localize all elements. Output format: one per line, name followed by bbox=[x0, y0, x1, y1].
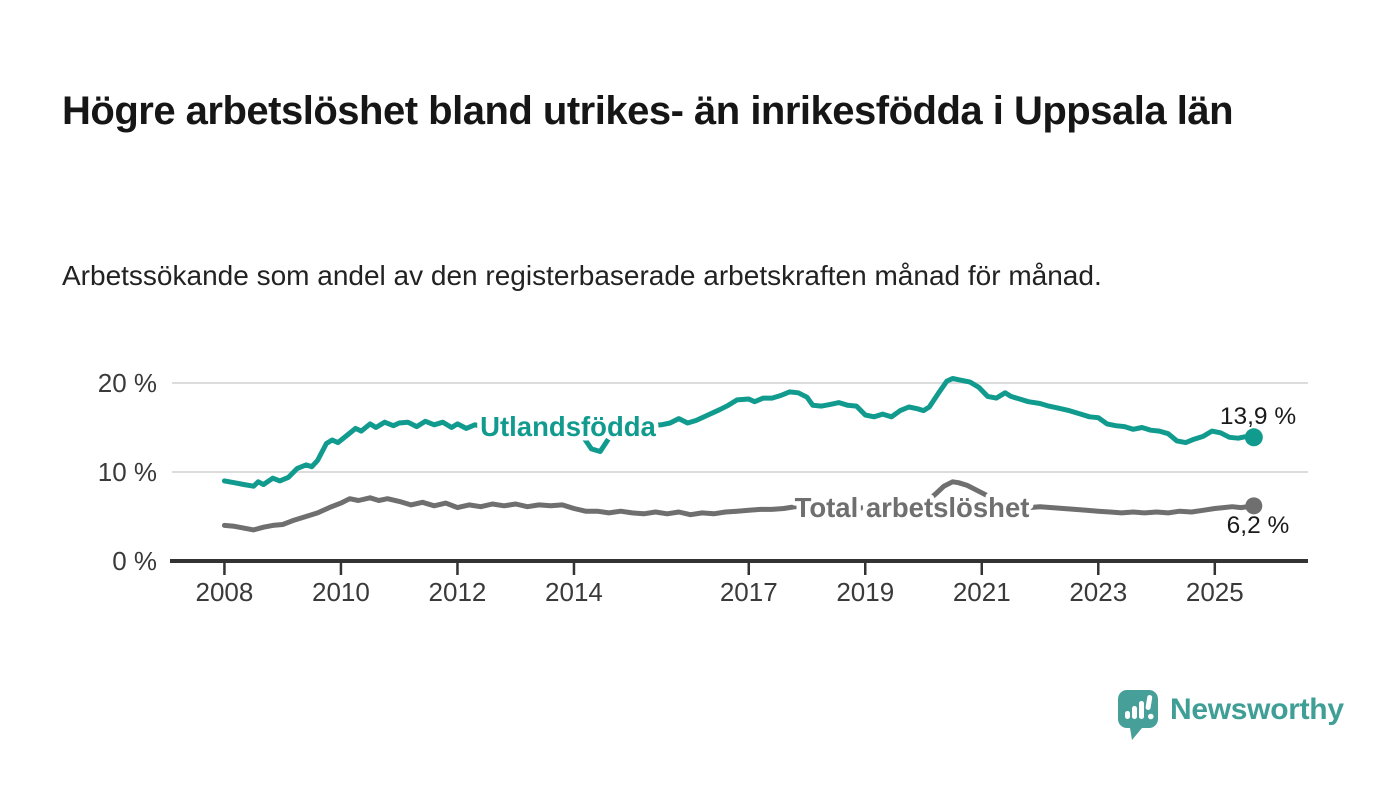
speech-bubble-bar-chart-icon bbox=[1118, 690, 1158, 740]
x-tick-label: 2008 bbox=[196, 577, 254, 607]
y-tick-label: 20 % bbox=[98, 368, 157, 398]
x-tick-label: 2023 bbox=[1069, 577, 1127, 607]
series-lines bbox=[221, 376, 1257, 533]
x-tick-label: 2014 bbox=[545, 577, 603, 607]
series-end-value-label: 13,9 % bbox=[1220, 403, 1296, 430]
series-line-utlandsfodda bbox=[221, 376, 1257, 489]
x-tick-label: 2021 bbox=[953, 577, 1011, 607]
series-end-dot bbox=[1244, 428, 1263, 447]
series-label: Utlandsfödda bbox=[480, 411, 656, 442]
x-tick-label: 2019 bbox=[836, 577, 894, 607]
chart-subtitle: Arbetssökande som andel av den registerb… bbox=[62, 260, 1102, 291]
y-tick-label: 10 % bbox=[98, 457, 157, 487]
x-tick-label: 2010 bbox=[312, 577, 370, 607]
gridlines bbox=[172, 382, 1308, 473]
y-axis-labels: 0 % 10 % 20 % bbox=[98, 368, 157, 576]
series-line-total bbox=[221, 479, 1257, 533]
newsworthy-branding: Newsworthy bbox=[1118, 688, 1344, 744]
page-title: Högre arbetslöshet bland utrikes- än inr… bbox=[62, 88, 1234, 133]
series-label: Total arbetslöshet bbox=[795, 492, 1030, 523]
series-labels: Utlandsfödda Total arbetslöshet bbox=[476, 407, 1034, 528]
series-end-value-label: 6,2 % bbox=[1227, 512, 1290, 539]
series-end-dot bbox=[1245, 497, 1263, 515]
x-tick-label: 2025 bbox=[1186, 577, 1244, 607]
series-end-dots bbox=[1244, 428, 1263, 515]
series-end-value-labels: 13,9 % 6,2 % bbox=[1220, 403, 1296, 539]
y-tick-label: 0 % bbox=[112, 546, 157, 576]
newsworthy-wordmark: Newsworthy bbox=[1170, 693, 1344, 726]
x-tick-label: 2012 bbox=[429, 577, 487, 607]
x-axis bbox=[170, 559, 1308, 575]
x-axis-labels: 2008 2010 2012 2014 2017 2019 2021 2023 2025 bbox=[196, 577, 1244, 607]
x-tick-label: 2017 bbox=[720, 577, 778, 607]
